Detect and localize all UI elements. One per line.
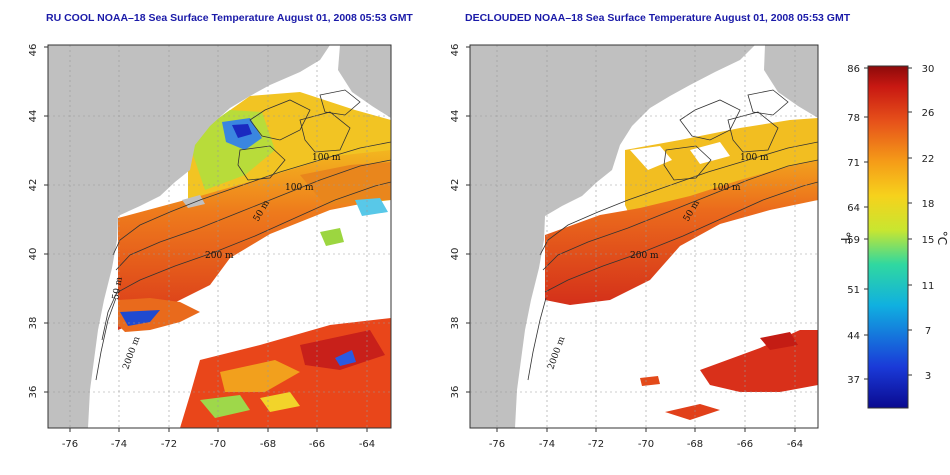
right-lon-tick: -70 (638, 439, 654, 450)
left-lon-tick: -76 (62, 439, 78, 450)
colorbar-c-tick: 26 (922, 108, 935, 119)
colorbar-f-tick: 37 (847, 375, 860, 386)
colorbar-f-tick: 71 (847, 158, 860, 169)
right-lon-tick: -76 (489, 439, 505, 450)
right-land (470, 45, 755, 428)
right-map-frame (469, 44, 819, 429)
colorbar-gradient (867, 65, 909, 409)
right-lon-tick: -64 (787, 439, 803, 450)
colorbar-c-tick: 15 (922, 235, 935, 246)
left-lat-tick: 46 (28, 44, 39, 57)
right-lat-tick: 46 (450, 44, 461, 57)
colorbar-c-tick: 22 (922, 154, 935, 165)
celsius-unit-label: °C (935, 231, 949, 245)
right-isobath-label: 100 m (740, 153, 769, 163)
colorbar: 86 78 71 64 59 51 44 37 30 26 22 18 15 1… (838, 64, 949, 409)
right-lat-tick: 44 (450, 110, 461, 123)
left-lat-tick: 36 (28, 386, 39, 399)
left-isobath-label: 100 m (312, 153, 341, 163)
left-lon-tick: -64 (359, 439, 375, 450)
left-isobath-label: 100 m (285, 183, 314, 193)
right-lat-tick: 38 (450, 317, 461, 330)
right-lon-tick: -74 (539, 439, 555, 450)
left-lon-tick: -72 (161, 439, 177, 450)
colorbar-c-tick: 3 (925, 371, 931, 382)
right-lon-tick: -72 (588, 439, 604, 450)
colorbar-f-tick: 78 (847, 113, 860, 124)
colorbar-f-tick: 51 (847, 285, 860, 296)
colorbar-c-tick: 11 (922, 281, 935, 292)
colorbar-c-tick: 30 (922, 64, 935, 75)
right-isobath-label: 200 m (630, 251, 659, 261)
left-isobaths (95, 89, 391, 381)
right-lon-tick: -68 (687, 439, 703, 450)
colorbar-f-tick: 64 (847, 203, 860, 214)
right-map-title: DECLOUDED NOAA–18 Sea Surface Temperatur… (465, 12, 851, 24)
left-lat-tick: 38 (28, 317, 39, 330)
left-lon-tick: -70 (210, 439, 226, 450)
left-isobath-label: 200 m (205, 251, 234, 261)
colorbar-f-tick: 59 (847, 235, 860, 246)
right-lat-tick: 42 (450, 179, 461, 192)
right-lon-tick: -66 (737, 439, 753, 450)
left-lat-tick: 44 (28, 110, 39, 123)
left-sst-field (118, 92, 391, 428)
right-lat-tick: 36 (450, 386, 461, 399)
left-map: 100 m 100 m 50 m 200 m 50 m 2000 m -76 -… (28, 44, 392, 450)
fahrenheit-unit-label: °F (838, 232, 852, 245)
colorbar-c-tick: 7 (925, 326, 931, 337)
left-isobath-label: 50 m (111, 276, 125, 301)
left-land (48, 45, 330, 428)
right-lat-tick: 40 (450, 248, 461, 261)
left-lat-tick: 42 (28, 179, 39, 192)
colorbar-f-tick: 44 (847, 331, 860, 342)
left-gridlines (48, 45, 391, 428)
right-gridlines (470, 45, 818, 428)
colorbar-c-tick: 18 (922, 199, 935, 210)
left-lon-tick: -68 (260, 439, 276, 450)
left-map-frame (47, 44, 392, 429)
right-map: 100 m 100 m 50 m 200 m 2000 m -76 -74 -7… (450, 44, 819, 450)
left-map-title: RU COOL NOAA–18 Sea Surface Temperature … (46, 12, 413, 24)
left-lat-tick: 40 (28, 248, 39, 261)
left-lon-tick: -74 (111, 439, 127, 450)
colorbar-f-tick: 86 (847, 64, 860, 75)
right-isobath-label: 100 m (712, 183, 741, 193)
left-lon-tick: -66 (309, 439, 325, 450)
